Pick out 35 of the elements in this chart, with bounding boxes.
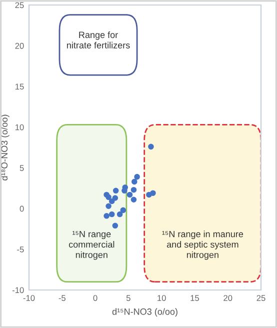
y-tick-label: -5 bbox=[17, 246, 24, 252]
point bbox=[130, 196, 137, 203]
y-tick-label: -10 bbox=[12, 287, 24, 294]
x-tick-label: 5 bbox=[126, 295, 130, 301]
x-tick-label: -5 bbox=[58, 295, 66, 301]
band-label: ¹⁵N range commercial nitrogen bbox=[68, 230, 114, 260]
x-tick-label: 10 bbox=[158, 295, 166, 301]
point bbox=[126, 192, 133, 198]
band-label: ¹⁵N range in manure and septic system nitrogen bbox=[162, 230, 244, 260]
point bbox=[112, 195, 118, 201]
point bbox=[108, 198, 115, 204]
point bbox=[106, 194, 112, 200]
y-axis-title: d¹⁸O-NO3 (o/oo) bbox=[0, 114, 10, 180]
point bbox=[116, 211, 123, 218]
point bbox=[112, 188, 119, 194]
y-tick-label: 15 bbox=[16, 84, 24, 90]
band-label: Range for nitrate fertilizers bbox=[67, 31, 130, 48]
point bbox=[112, 222, 118, 229]
x-tick-label: 0 bbox=[93, 295, 98, 301]
point bbox=[134, 174, 140, 180]
point bbox=[130, 186, 137, 193]
x-tick-label: 15 bbox=[190, 295, 199, 301]
x-tick-label: 20 bbox=[224, 295, 232, 301]
point bbox=[106, 203, 112, 210]
point bbox=[104, 213, 110, 219]
point bbox=[108, 211, 115, 218]
x-axis-title: d¹⁵N-NO3 (o/oo) bbox=[112, 308, 178, 317]
y-tick-label: 10 bbox=[16, 124, 24, 130]
point bbox=[132, 178, 138, 185]
y-tick-label: 0 bbox=[20, 206, 24, 212]
point bbox=[120, 207, 126, 214]
x-tick-label: 25 bbox=[256, 295, 266, 301]
y-tick-label: 5 bbox=[20, 165, 24, 171]
y-tick-label: 25 bbox=[15, 2, 24, 8]
y-tick-label: 20 bbox=[15, 42, 24, 49]
